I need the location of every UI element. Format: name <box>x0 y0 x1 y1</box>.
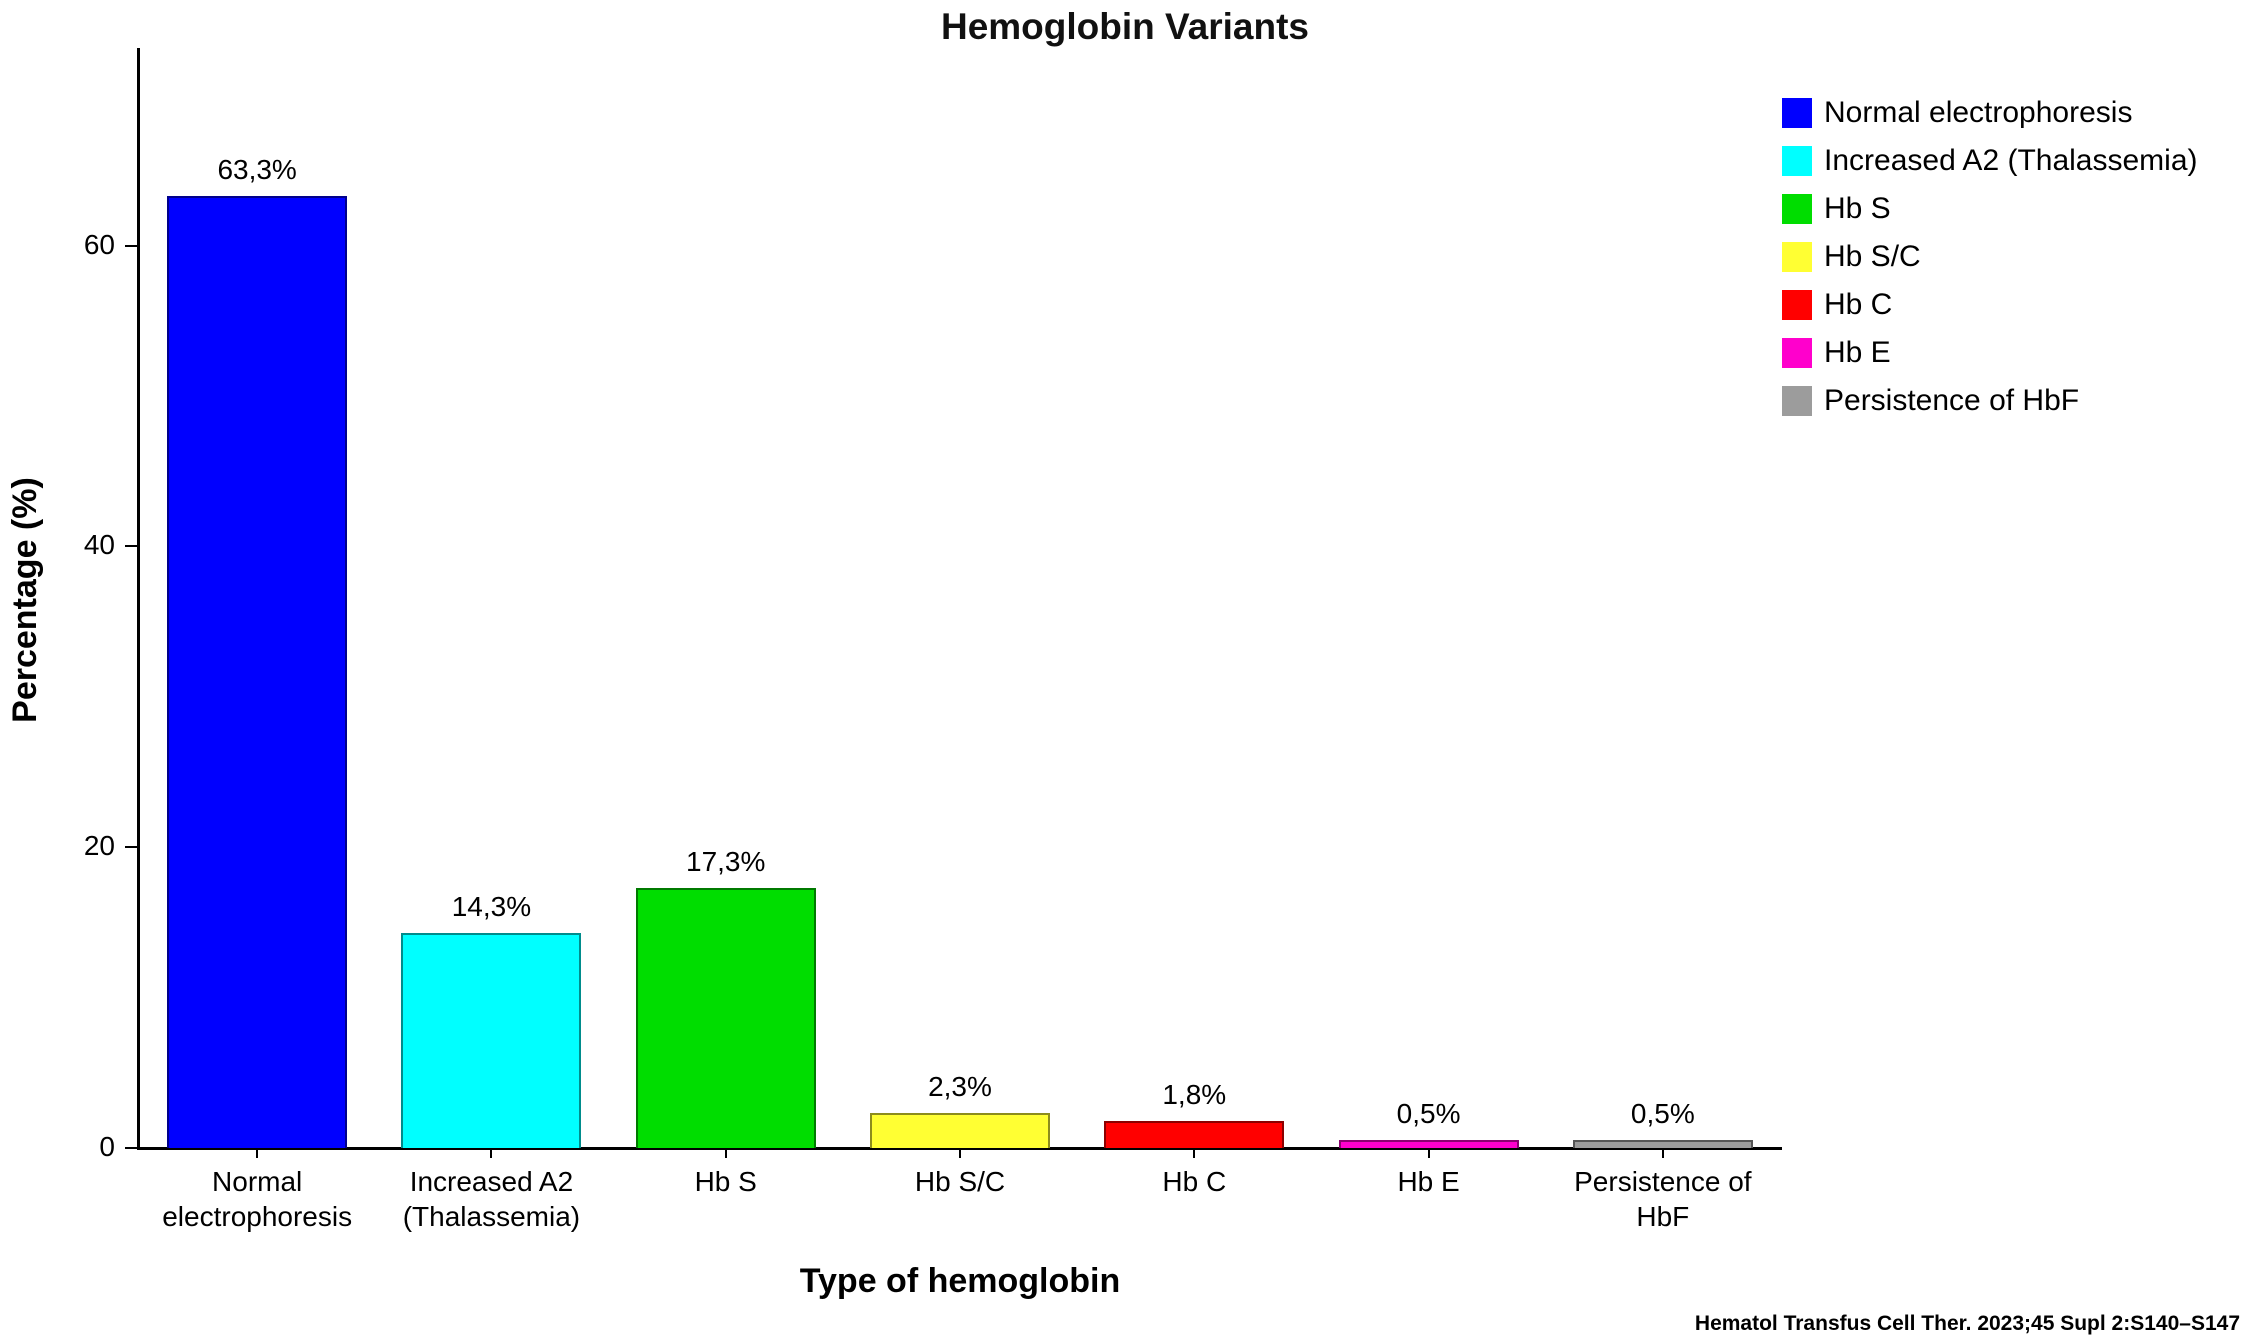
bar-value-label: 0,5% <box>1630 1098 1695 1130</box>
bar <box>635 887 816 1148</box>
legend-item: Persistence of HbF <box>1782 384 2198 418</box>
legend-label: Normal electrophoresis <box>1824 96 2133 129</box>
legend-swatch <box>1782 242 1812 272</box>
plot-area: 63,3% 14,3% 17,3% 2,3% 1,8% 0,5% 0,5% <box>140 50 1780 1148</box>
x-axis-tick <box>1427 1150 1430 1158</box>
x-tick-label: Hb S <box>694 1166 757 1197</box>
x-tick-label: Persistence of HbF <box>1574 1166 1752 1232</box>
legend-swatch <box>1782 98 1812 128</box>
bar-value-label: 1,8% <box>1162 1078 1227 1110</box>
x-axis-tick <box>256 1150 259 1158</box>
bar-value-label: 14,3% <box>451 890 532 922</box>
x-axis-label: Type of hemoglobin <box>799 1262 1121 1300</box>
legend-swatch <box>1782 386 1812 416</box>
y-tick-label: 0 <box>99 1131 115 1162</box>
bar <box>1572 1140 1753 1148</box>
bar-value-label: 63,3% <box>217 153 297 185</box>
legend-item: Hb C <box>1782 288 2198 322</box>
bar <box>401 932 582 1148</box>
x-axis-line <box>137 1147 1782 1150</box>
legend-label: Hb S <box>1824 192 1891 225</box>
y-axis-line <box>137 48 140 1150</box>
legend-item: Increased A2 (Thalassemia) <box>1782 144 2198 178</box>
legend-item: Normal electrophoresis <box>1782 96 2198 130</box>
x-axis-tick <box>1661 1150 1664 1158</box>
bar <box>1104 1120 1285 1148</box>
x-tick-label: Normal electrophoresis <box>162 1166 353 1232</box>
legend: Normal electrophoresis Increased A2 (Thal… <box>1782 96 2198 418</box>
y-axis-ticks: 0 20 40 60 <box>0 50 139 1162</box>
x-tick-label: Increased A2 (Thalassemia) <box>402 1166 581 1232</box>
bar-value-label: 2,3% <box>928 1071 992 1103</box>
y-axis-tick <box>125 1147 137 1149</box>
bar-value-label: 17,3% <box>686 845 766 877</box>
bar <box>870 1113 1050 1148</box>
legend-item: Hb S/C <box>1782 240 2198 274</box>
x-axis-tick <box>490 1150 493 1158</box>
x-tick-label: Hb E <box>1397 1166 1460 1197</box>
y-axis-tick <box>125 545 137 548</box>
x-tick-labels: Normal electrophoresis Increased A2 (Thal… <box>140 1164 1780 1259</box>
bar <box>1338 1140 1519 1148</box>
x-axis-tick <box>959 1150 961 1158</box>
x-axis-tick <box>1193 1150 1196 1158</box>
y-tick-label: 40 <box>83 529 115 561</box>
bar-value-label: 0,5% <box>1396 1098 1461 1130</box>
legend-item: Hb E <box>1782 336 2198 370</box>
y-axis-tick <box>125 846 137 849</box>
y-tick-label: 60 <box>83 228 115 260</box>
y-axis-tick <box>125 244 137 247</box>
legend-swatch <box>1782 338 1812 368</box>
x-tick-label: Hb S/C <box>914 1166 1006 1197</box>
legend-swatch <box>1782 194 1812 224</box>
legend-label: Hb S/C <box>1824 240 1921 273</box>
y-tick-label: 20 <box>83 830 115 862</box>
x-axis-tick <box>724 1150 727 1158</box>
chart-title: Hemoglobin Variants <box>940 6 1309 47</box>
legend-swatch <box>1782 290 1812 320</box>
legend-label: Hb E <box>1824 336 1891 369</box>
legend-label: Increased A2 (Thalassemia) <box>1824 144 2198 177</box>
x-axis-ticks <box>140 1150 1780 1160</box>
citation: Hematol Transfus Cell Ther. 2023;45 Supl… <box>1694 1312 2240 1335</box>
legend-item: Hb S <box>1782 192 2198 226</box>
bar <box>167 195 348 1148</box>
legend-label: Persistence of HbF <box>1824 384 2080 417</box>
x-tick-label: Hb C <box>1162 1166 1227 1197</box>
legend-label: Hb C <box>1824 288 1893 321</box>
legend-swatch <box>1782 146 1812 176</box>
